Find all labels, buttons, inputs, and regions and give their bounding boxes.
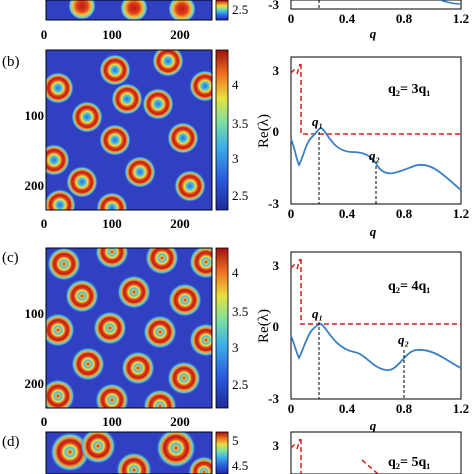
colorbar-tick-d-0: 5 xyxy=(232,433,239,448)
plot-xtick-c-2: 0.8 xyxy=(396,401,413,416)
colorbar-b xyxy=(215,49,229,211)
panel-a: 2.5 0 100 200 -3 0 0.4 0.8 1.2 q xyxy=(41,0,469,42)
colorbar-tick-b-3: 2.5 xyxy=(232,188,248,203)
colorbar-a xyxy=(215,0,229,21)
colorbar-tick-b-1: 3.5 xyxy=(232,116,248,131)
plot-xtick-b-0: 0 xyxy=(288,206,295,221)
colorbar-tick-c-2: 3 xyxy=(232,340,239,355)
plot-xtick-c-0: 0 xyxy=(288,401,295,416)
plot-ytick-c-0: 3 xyxy=(273,258,280,273)
plot-ylabel-b: Re(λ) xyxy=(256,114,272,148)
map-xtick-a-2: 200 xyxy=(170,27,190,42)
spots-a xyxy=(68,0,196,20)
dashed-marker-b xyxy=(290,63,461,135)
map-xtick-a-0: 0 xyxy=(41,27,48,42)
panel-label-b: (b) xyxy=(2,54,20,70)
colorbar-tick-c-3: 2.5 xyxy=(232,377,248,392)
plot-ytick-d-0: 3 xyxy=(273,438,280,453)
spots-d xyxy=(50,432,212,474)
map-ytick-c-0: 100 xyxy=(25,306,45,321)
map-xtick-b-2: 200 xyxy=(170,216,190,231)
q1-label-c: q₁ xyxy=(312,306,323,321)
plot-frame-d xyxy=(290,431,462,474)
plot-xtick-b-2: 0.8 xyxy=(396,206,413,221)
map-ytick-b-1: 200 xyxy=(25,178,45,193)
map-ytick-b-0: 100 xyxy=(25,108,45,123)
plot-xlabel-b: q xyxy=(370,224,377,239)
colorbar-d xyxy=(215,431,229,474)
panel-c: (c) 100 200 0 100 200 4 3.5 xyxy=(2,247,469,433)
plot-xtick-a-3: 1.2 xyxy=(453,11,469,26)
plot-frame-c xyxy=(290,251,462,400)
panel-d: (d) 5 4.5 3 q₂= 5q₁ xyxy=(2,431,462,474)
colorbar-tick-b-0: 4 xyxy=(232,77,239,92)
map-ytick-c-1: 200 xyxy=(25,376,45,391)
spots-b xyxy=(46,50,212,210)
dispersion-curve-b xyxy=(290,127,462,191)
q1-label-b: q₁ xyxy=(312,114,323,129)
map-xtick-a-1: 100 xyxy=(102,27,122,42)
plot-xtick-c-1: 0.4 xyxy=(339,401,356,416)
plot-xlabel-c: q xyxy=(370,418,377,433)
plot-annotation-c: q₂= 4q₁ xyxy=(388,279,430,294)
plot-ytick-b-2: -3 xyxy=(268,196,279,211)
colorbar-tick-b-2: 3 xyxy=(232,151,239,166)
map-xtick-c-2: 200 xyxy=(170,414,190,429)
colorbar-tick-c-0: 4 xyxy=(232,265,239,280)
plot-ylabel-c: Re(λ) xyxy=(256,309,272,343)
colorbar-tick-d-1: 4.5 xyxy=(232,458,248,473)
colorbar-tick-c-1: 3.5 xyxy=(232,304,248,319)
plot-ytick-b-0: 3 xyxy=(273,63,280,78)
plot-annotation-d: q₂= 5q₁ xyxy=(388,455,430,470)
panel-label-d: (d) xyxy=(2,434,20,450)
map-xtick-b-1: 100 xyxy=(102,216,122,231)
map-xtick-c-0: 0 xyxy=(41,414,48,429)
plot-xlabel-a: q xyxy=(370,26,377,41)
map-xtick-b-0: 0 xyxy=(41,216,48,231)
plot-ytick-a-0: -3 xyxy=(268,0,279,12)
colorbar-tick-a-0: 2.5 xyxy=(232,2,248,17)
plot-ytick-b-1: 0 xyxy=(273,124,280,139)
dashed-marker-c xyxy=(290,258,461,325)
panel-label-c: (c) xyxy=(2,250,19,266)
map-xtick-c-1: 100 xyxy=(102,414,122,429)
plot-xtick-a-1: 0.4 xyxy=(339,11,356,26)
plot-ytick-c-1: 0 xyxy=(273,319,280,334)
plot-ytick-c-2: -3 xyxy=(268,391,279,406)
dispersion-curve-c xyxy=(290,323,462,371)
plot-xtick-a-0: 0 xyxy=(288,11,295,26)
plot-xtick-b-1: 0.4 xyxy=(339,206,356,221)
plot-xtick-a-2: 0.8 xyxy=(396,11,413,26)
plot-frame-a xyxy=(290,0,462,10)
q2-label-c: q₂ xyxy=(398,332,409,347)
panel-b: (b) 100 200 0 100 200 4 3.5 3 2.5 xyxy=(2,49,469,239)
spots-c xyxy=(46,248,212,408)
colorbar-c xyxy=(215,247,229,409)
plot-annotation-b: q₂= 3q₁ xyxy=(388,82,430,97)
q2-label-b: q₂ xyxy=(369,148,380,163)
dashed-marker-d xyxy=(290,438,379,474)
plot-xtick-c-3: 1.2 xyxy=(453,401,469,416)
plot-xtick-b-3: 1.2 xyxy=(453,206,469,221)
